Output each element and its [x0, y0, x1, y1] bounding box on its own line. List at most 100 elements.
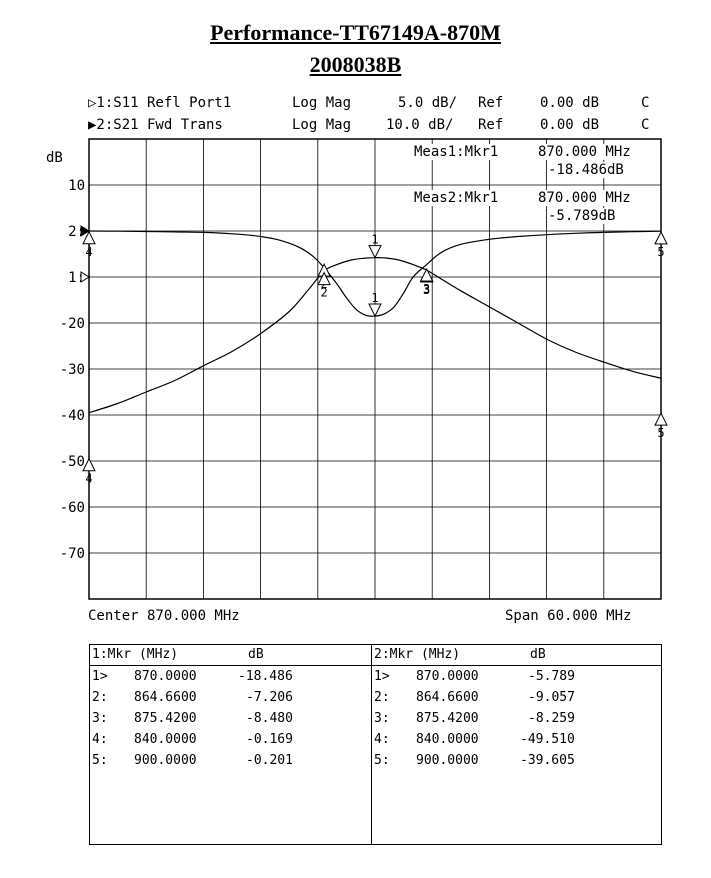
- marker-triangle: [317, 271, 331, 286]
- marker-triangle: [654, 412, 668, 426]
- marker-index: 2:: [92, 690, 108, 705]
- channel1-flag: C: [641, 95, 650, 111]
- meas2-freq: 870.000 MHz: [538, 190, 631, 206]
- marker-triangle: [368, 303, 382, 318]
- y-tick-label: -60: [60, 500, 85, 516]
- meas2-label: Meas2:Mkr1: [414, 190, 499, 206]
- chart-grid: [88, 138, 662, 600]
- channel2-ref: Ref: [478, 117, 504, 133]
- channel2-label: ▶2:S21 Fwd Trans: [88, 117, 223, 133]
- marker-value: -39.605: [520, 753, 575, 768]
- marker-table-unit: dB: [248, 647, 264, 662]
- marker-frequency: 864.6600: [134, 690, 197, 705]
- marker-table-header: 2:Mkr (MHz) dB: [372, 645, 662, 666]
- marker-index: 4:: [374, 732, 390, 747]
- marker-frequency: 875.4200: [416, 711, 479, 726]
- marker-label: 4: [85, 245, 92, 259]
- trace-s11: [88, 230, 662, 317]
- channel2-scale: 10.0 dB/: [386, 117, 454, 133]
- marker-4: 4: [82, 457, 96, 486]
- marker-table-unit: dB: [530, 647, 546, 662]
- page-subtitle: 2008038B: [309, 52, 402, 77]
- marker-2: 2: [317, 271, 331, 300]
- marker-label: 1: [371, 233, 378, 247]
- marker-value: -8.480: [246, 711, 293, 726]
- marker-value: -0.201: [246, 753, 293, 768]
- marker-triangle: [654, 230, 668, 245]
- marker-frequency: 900.0000: [134, 753, 197, 768]
- marker-label: 5: [657, 245, 664, 259]
- span-frequency: Span 60.000 MHz: [505, 608, 632, 624]
- marker-frequency: 840.0000: [416, 732, 479, 747]
- page-title: Performance-TT67149A-870M: [210, 20, 501, 45]
- meas1-label: Meas1:Mkr1: [414, 144, 499, 160]
- marker-label: 1: [371, 291, 378, 305]
- marker-label: 2: [320, 286, 327, 300]
- marker-frequency: 864.6600: [416, 690, 479, 705]
- marker-triangle: [419, 267, 434, 282]
- marker-label: 4: [85, 472, 92, 486]
- meas1-freq: 870.000 MHz: [538, 144, 631, 160]
- marker-1: 1: [368, 291, 382, 318]
- marker-label: 5: [657, 426, 664, 440]
- y-tick-label: -50: [60, 454, 85, 470]
- marker-frequency: 900.0000: [416, 753, 479, 768]
- marker-value: -9.057: [528, 690, 575, 705]
- marker-value: -18.486: [238, 669, 293, 684]
- channel2-flag: C: [641, 117, 650, 133]
- y-tick-label: -40: [60, 408, 85, 424]
- marker-triangle: [82, 230, 96, 245]
- marker-index: 5:: [374, 753, 390, 768]
- marker-label: 3: [423, 283, 430, 297]
- channel2-ref-value: 0.00 dB: [540, 117, 600, 133]
- marker-index: 4:: [92, 732, 108, 747]
- chart-markers: 1234512345: [82, 230, 668, 486]
- marker-5: 5: [654, 230, 668, 259]
- marker-index: 3:: [92, 711, 108, 726]
- marker-frequency: 875.4200: [134, 711, 197, 726]
- marker-table-title: 1:Mkr (MHz): [92, 647, 179, 662]
- reference-pointer: [80, 225, 90, 237]
- marker-4: 4: [82, 230, 96, 259]
- y-axis-label: dB: [46, 150, 63, 166]
- marker-table-channel2: 2:Mkr (MHz) dB 1> 870.0000 -5.789 2: 864…: [372, 645, 662, 844]
- marker-triangle: [82, 457, 96, 472]
- marker-table-channel1: 1:Mkr (MHz) dB 1> 870.0000 -18.486 2: 86…: [90, 645, 372, 844]
- reference-pointer: [80, 271, 90, 283]
- channel1-ref-value: 0.00 dB: [540, 95, 600, 111]
- marker-5: 5: [654, 412, 668, 440]
- marker-table-title: 2:Mkr (MHz): [374, 647, 461, 662]
- channel1-scale: 5.0 dB/: [398, 95, 458, 111]
- marker-table-header: 1:Mkr (MHz) dB: [90, 645, 371, 666]
- channel2-format: Log Mag: [292, 117, 352, 133]
- marker-index: 1>: [92, 669, 108, 684]
- center-frequency: Center 870.000 MHz: [88, 608, 240, 624]
- marker-index: 1>: [374, 669, 390, 684]
- marker-table: 1:Mkr (MHz) dB 1> 870.0000 -18.486 2: 86…: [89, 644, 662, 845]
- y-tick-label: -30: [60, 362, 85, 378]
- marker-frequency: 870.0000: [416, 669, 479, 684]
- marker-triangle: [368, 245, 382, 259]
- y-tick-labels: 102:1:-20-30-40-50-60-70: [60, 178, 90, 562]
- marker-frequency: 870.0000: [134, 669, 197, 684]
- marker-value: -0.169: [246, 732, 293, 747]
- channel1-label: ▷1:S11 Refl Port1: [88, 95, 232, 111]
- marker-frequency: 840.0000: [134, 732, 197, 747]
- channel1-ref: Ref: [478, 95, 504, 111]
- marker-value: -7.206: [246, 690, 293, 705]
- meas2-value: -5.789dB: [548, 208, 616, 224]
- y-tick-label: 10: [68, 178, 85, 194]
- marker-index: 2:: [374, 690, 390, 705]
- marker-label: 3: [423, 282, 430, 296]
- marker-index: 5:: [92, 753, 108, 768]
- y-tick-label: -20: [60, 316, 85, 332]
- marker-value: -49.510: [520, 732, 575, 747]
- y-tick-label: -70: [60, 546, 85, 562]
- marker-1: 1: [368, 233, 382, 259]
- channel1-format: Log Mag: [292, 95, 352, 111]
- marker-value: -5.789: [528, 669, 575, 684]
- marker-index: 3:: [374, 711, 390, 726]
- marker-value: -8.259: [528, 711, 575, 726]
- marker-3: 3: [419, 267, 434, 296]
